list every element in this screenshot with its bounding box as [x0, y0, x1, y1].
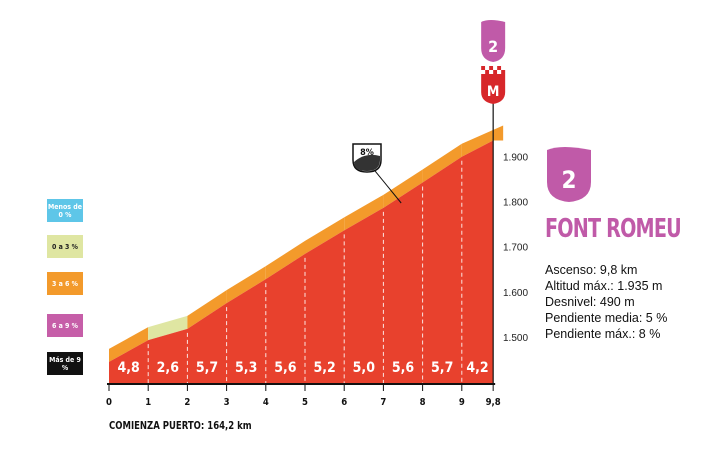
x-tick-label: 4: [263, 397, 269, 408]
checkered-square: [481, 70, 486, 74]
max-gradient-badge-fill: [354, 154, 380, 171]
segment-gradient-label: 5,7: [431, 360, 453, 376]
segment-gradient-label: 5,6: [274, 360, 297, 376]
legend-item: Menos de 0 %: [47, 199, 83, 222]
segment-gradient-label: 2,6: [157, 360, 180, 376]
x-tick-label: 9: [459, 397, 465, 408]
x-tick-label: 8: [420, 397, 426, 408]
stat-ascent: Ascenso: 9,8 km: [545, 263, 638, 277]
segment-gradient-label: 4,8: [117, 360, 139, 376]
checkered-square: [485, 70, 490, 74]
x-tick-label: 1: [145, 397, 151, 408]
segment-gradient-label: 4,2: [466, 360, 488, 376]
stat-max-gradient: Pendiente máx.: 8 %: [545, 327, 661, 341]
x-tick-label: 6: [341, 397, 347, 408]
stat-average-gradient: Pendiente media: 5 %: [545, 311, 668, 325]
x-tick-label: 9,8: [486, 397, 501, 408]
y-tick-label: 1.800: [503, 197, 528, 208]
start-label: COMIENZA PUERTO: 164,2 km: [109, 419, 252, 432]
finish-m-badge: [481, 74, 506, 104]
checkered-square: [489, 70, 494, 74]
profile-layer: [107, 100, 504, 385]
profile-band-segment: [187, 290, 227, 329]
segment-gradient-label: 5,3: [235, 360, 257, 376]
x-tick-label: 0: [106, 397, 112, 408]
segment-gradient-label: 5,7: [196, 360, 218, 376]
y-tick-label: 1.600: [503, 288, 528, 299]
category-number: 2: [561, 166, 576, 194]
x-tick-label: 3: [224, 397, 230, 408]
segment-gradient-label: 5,2: [313, 360, 335, 376]
legend-item: 0 a 3 %: [47, 235, 83, 258]
checkered-square: [485, 66, 490, 70]
category-badge: [547, 147, 591, 202]
checkered-square: [489, 66, 494, 70]
y-tick-label: 1.500: [503, 333, 528, 344]
legend-item: 6 a 9 %: [47, 314, 83, 337]
x-tick-label: 2: [184, 397, 190, 408]
labels-layer: 4,8 2,6 5,7 5,3 5,6 5,2 5,0 5,6 5,7 4,2 0 1 2 3 4 5 6 7 8 9…: [106, 152, 528, 408]
category-icon: 2: [547, 147, 591, 202]
profile-band-segment: [226, 266, 266, 304]
max-gradient-pointer: [370, 165, 402, 204]
profile-band-segment: [148, 315, 188, 341]
finish-m-letter: M: [487, 84, 500, 100]
checkered-square: [493, 66, 498, 70]
stat-elevation-gain: Desnivel: 490 m: [545, 295, 635, 309]
badges-layer: 8% 2 M: [352, 20, 506, 204]
checkered-square: [493, 70, 498, 74]
segment-gradient-label: 5,6: [392, 360, 415, 376]
x-tick-label: 7: [380, 397, 386, 408]
finish-category-badge: [481, 20, 506, 62]
profile-band-segment: [422, 143, 462, 183]
climb-name: FONT ROMEU: [545, 214, 682, 244]
profile-band-segment: [305, 217, 345, 254]
legend-item: Más de 9 %: [47, 352, 83, 375]
profile-band-segment: [344, 194, 384, 231]
checkered-square: [501, 66, 506, 70]
legend-item: 3 a 6 %: [47, 272, 83, 295]
y-tick-label: 1.700: [503, 243, 528, 254]
stat-max-altitude: Altitud máx.: 1.935 m: [545, 279, 663, 293]
checkered-square: [497, 66, 502, 70]
profile-band-segment: [109, 327, 149, 362]
checkered-square: [497, 70, 502, 74]
checkered-square: [501, 70, 506, 74]
y-tick-label: 1.900: [503, 152, 528, 163]
x-tick-label: 5: [302, 397, 308, 408]
finish-category-number: 2: [488, 37, 498, 56]
profile-area: [109, 140, 494, 383]
segment-gradient-label: 5,0: [353, 360, 376, 376]
profile-band-segment: [265, 240, 305, 280]
climb-stats: Ascenso: 9,8 km Altitud máx.: 1.935 m De…: [545, 262, 667, 342]
profile-band-segment: [383, 169, 423, 208]
checkered-square: [481, 66, 486, 70]
max-gradient-label: 8%: [360, 148, 374, 158]
